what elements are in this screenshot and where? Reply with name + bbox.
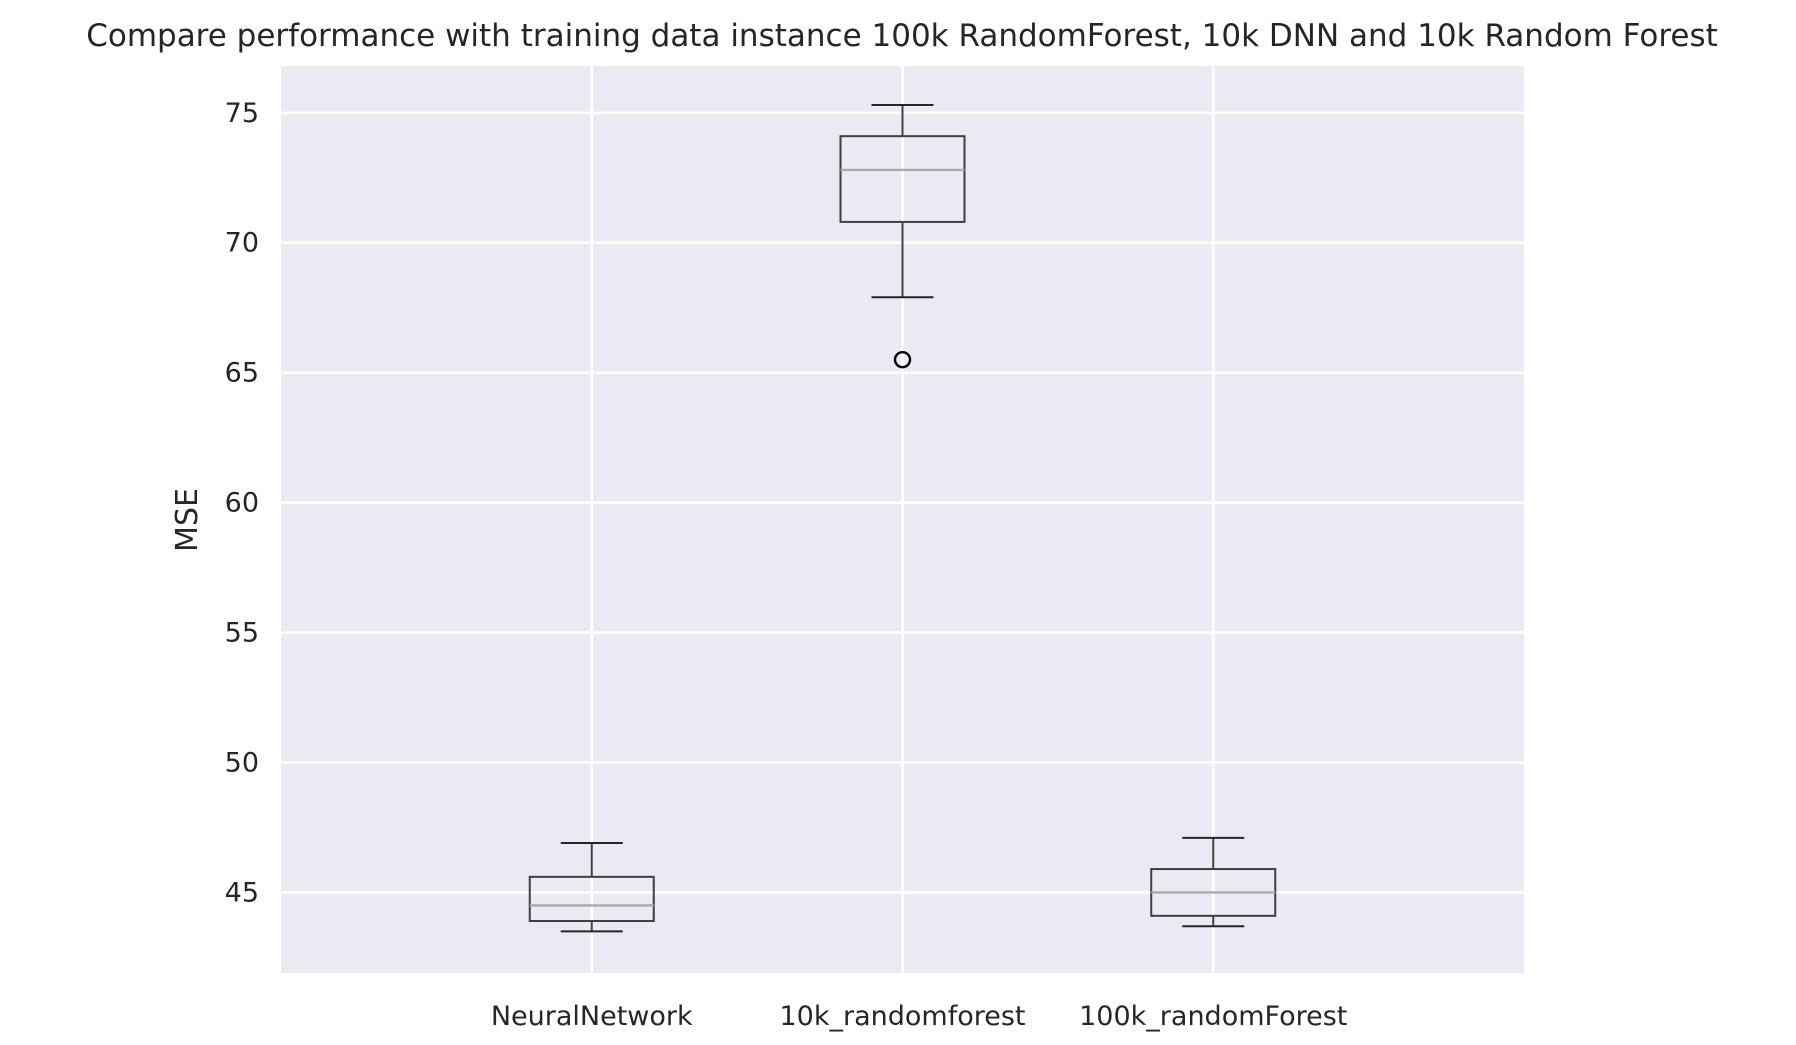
y-tick-label: 65: [225, 358, 259, 389]
y-tick-label: 60: [225, 488, 259, 519]
y-tick-label: 75: [225, 98, 259, 129]
outlier-point: [893, 350, 912, 369]
box-layer: [528, 103, 1277, 933]
x-tick-label: NeuralNetwork: [491, 1001, 693, 1032]
box-group: [1150, 836, 1277, 928]
chart-title: Compare performance with training data i…: [86, 18, 1718, 54]
y-axis-label: MSE: [170, 488, 205, 552]
box-group: [839, 103, 966, 369]
tick-layer: 45 50 55 60 65 70 75 NeuralNetwork 10k_randomfor…: [225, 98, 1348, 1032]
box-group: [528, 842, 655, 933]
y-tick-label: 50: [225, 747, 259, 778]
x-tick-label: 10k_randomforest: [779, 1001, 1025, 1032]
iqr-box: [839, 135, 966, 223]
y-tick-label: 45: [225, 877, 259, 908]
y-tick-label: 70: [225, 228, 259, 259]
iqr-box: [528, 875, 655, 923]
x-tick-label: 100k_randomForest: [1079, 1001, 1347, 1032]
y-tick-label: 55: [225, 618, 259, 649]
